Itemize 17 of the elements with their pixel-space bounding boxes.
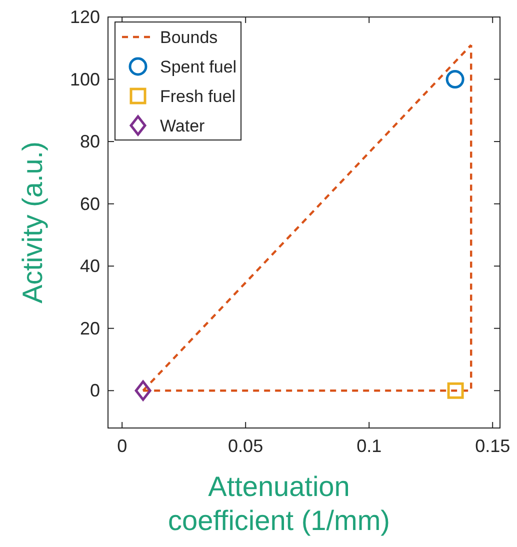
legend-label: Spent fuel (160, 58, 237, 76)
legend-label: Water (160, 116, 206, 136)
y-tick-label: 100 (70, 69, 100, 90)
y-tick-label: 60 (80, 194, 100, 214)
x-axis-title: Attenuation coefficient (1/mm) (168, 471, 390, 536)
x-tick-label: 0 (117, 436, 128, 456)
x-tick-label: 0.05 (228, 436, 264, 456)
y-tick-label: 80 (80, 132, 100, 152)
y-tick-label: 40 (80, 256, 100, 276)
y-axis-title: Activity (a.u.) (17, 142, 48, 304)
legend-label: Fresh fuel (160, 87, 236, 106)
legend-label: Bounds (160, 28, 218, 47)
y-tick-label: 20 (80, 318, 100, 338)
y-tick-label: 0 (90, 380, 100, 401)
y-tick-label: 120 (70, 7, 100, 27)
x-tick-label: 0.1 (356, 436, 382, 456)
x-tick-label: 0.15 (475, 436, 510, 456)
